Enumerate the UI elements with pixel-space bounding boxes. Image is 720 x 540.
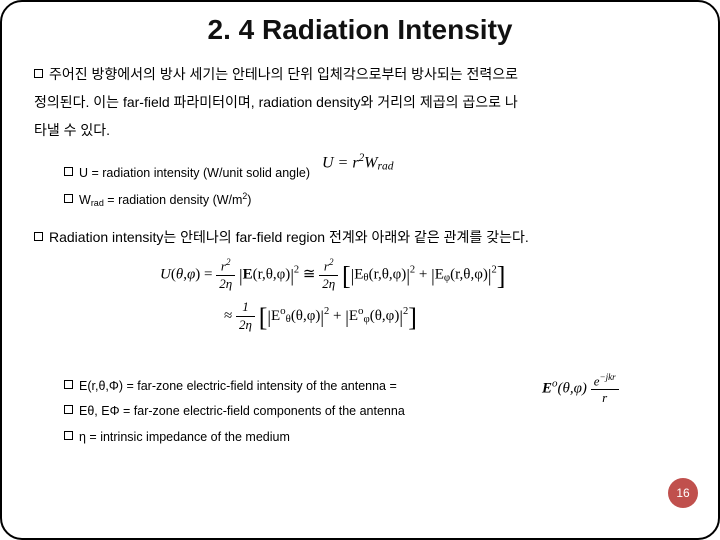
- def-ecomp-text: Eθ, EΦ = far-zone electric-field compone…: [79, 404, 405, 418]
- def-wrad-text: Wrad = radiation density (W/m2): [79, 193, 251, 207]
- paragraph-2: Radiation intensity는 안테나의 far-field regi…: [30, 223, 690, 251]
- equation-side: Eo(θ,φ) e−jkrr: [542, 372, 619, 406]
- definition-eta: η = intrinsic impedance of the medium: [30, 426, 690, 450]
- def-u-text: U = radiation intensity (W/unit solid an…: [79, 166, 310, 180]
- p1-line3: 타낼 수 있다.: [34, 122, 110, 138]
- bullet-square-icon: [64, 194, 73, 203]
- page-number: 16: [676, 486, 689, 500]
- bullet-square-icon: [64, 405, 73, 414]
- bullet-square-icon: [64, 167, 73, 176]
- p1-line2: 정의된다. 이는 far-field 파라미터이며, radiation den…: [34, 94, 518, 110]
- def-eta-text: η = intrinsic impedance of the medium: [79, 430, 290, 444]
- equation-line-2: ≈ 12η [|Eoθ(θ,φ)|2 + |Eoφ(θ,φ)|2]: [224, 299, 690, 335]
- paragraph-1: 주어진 방향에서의 방사 세기는 안테나의 단위 입체각으로부터 방사되는 전력…: [30, 60, 690, 144]
- p2-text: Radiation intensity는 안테나의 far-field regi…: [49, 229, 529, 245]
- bullet-square-icon: [64, 431, 73, 440]
- equation-line-1: U(θ,φ) = r22η |E(r,θ,φ)|2 ≅ r22η [|Eθ(r,…: [160, 257, 690, 293]
- p1-line1: 주어진 방향에서의 방사 세기는 안테나의 단위 입체각으로부터 방사되는 전력…: [49, 66, 518, 82]
- bullet-square-icon: [64, 380, 73, 389]
- bullet-square-icon: [34, 232, 43, 241]
- def-e-text: E(r,θ,Φ) = far-zone electric-field inten…: [79, 379, 397, 393]
- equation-block: U(θ,φ) = r22η |E(r,θ,φ)|2 ≅ r22η [|Eθ(r,…: [160, 257, 690, 335]
- formula-u-equals: U = r2Wrad: [322, 152, 394, 172]
- definition-wrad: Wrad = radiation density (W/m2): [30, 188, 690, 213]
- section-title: 2. 4 Radiation Intensity: [30, 14, 690, 46]
- page-number-badge: 16: [668, 478, 698, 508]
- bullet-square-icon: [34, 69, 43, 78]
- slide-frame: 2. 4 Radiation Intensity 주어진 방향에서의 방사 세기…: [0, 0, 720, 540]
